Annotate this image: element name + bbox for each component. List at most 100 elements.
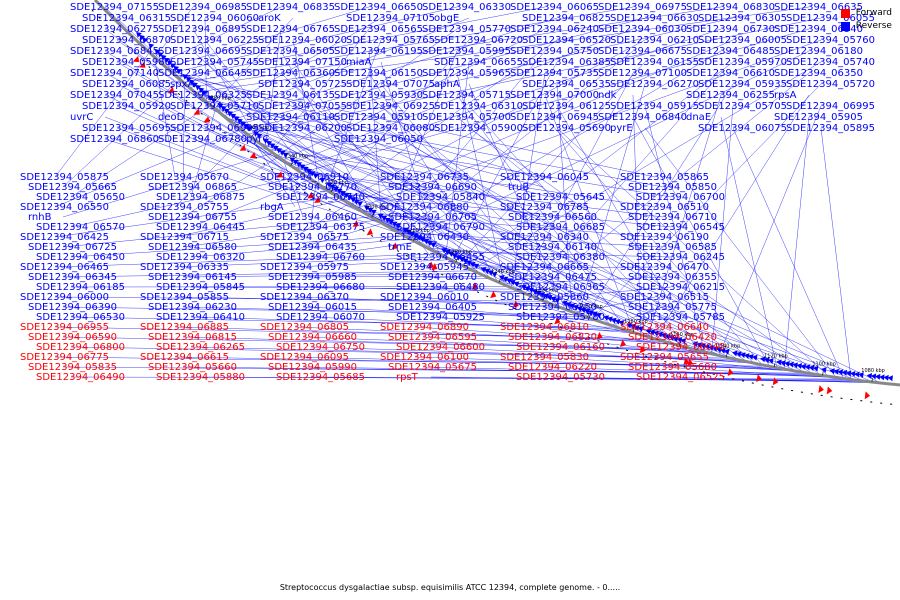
reverse-gene-arrow [224, 108, 230, 114]
reverse-gene-arrow [136, 31, 142, 38]
reverse-gene-arrow [160, 54, 167, 61]
gene-connector [169, 70, 536, 178]
reverse-gene-label: SDE12394_06225 [170, 35, 259, 46]
reverse-gene-arrow [618, 320, 625, 326]
gene-connector [182, 219, 377, 248]
reverse-gene-label: SDE12394_05995 [422, 46, 511, 57]
gene-connector [204, 17, 207, 102]
reverse-gene-label: SDE12394_06685 [516, 222, 605, 233]
reverse-gene-arrow [292, 159, 299, 166]
reverse-gene-label: SDE12394_05865 [620, 172, 709, 183]
reverse-gene-label: SDE12394_05650 [36, 192, 125, 203]
forward-gene-arrow [818, 385, 824, 394]
reverse-gene-arrow [736, 351, 742, 358]
reverse-gene-label: SDE12394_06865 [148, 182, 237, 193]
forward-gene-arrow [132, 55, 140, 63]
reverse-gene-label: SDE12394_05910 [334, 112, 423, 123]
reverse-gene-arrow [388, 219, 395, 226]
reverse-gene-arrow [309, 171, 316, 177]
scale-tick-mark [773, 363, 776, 368]
forward-gene-label: SDE12394_05880 [156, 372, 245, 383]
reverse-gene-arrow [784, 360, 790, 367]
reverse-gene-arrow [543, 293, 549, 300]
reverse-gene-arrow [513, 281, 520, 287]
reverse-gene-label: SDE12394_06050 [334, 134, 423, 145]
reverse-gene-arrow [163, 57, 170, 64]
gene-connector [380, 61, 440, 255]
reverse-gene-label: SDE12394_07100 [598, 68, 687, 79]
forward-gene-arrow [772, 377, 779, 386]
reverse-gene-arrow [217, 103, 224, 109]
reverse-gene-arrow [426, 240, 433, 247]
reverse-gene-label: uvrC [70, 112, 93, 123]
scale-tick-mark [542, 296, 545, 301]
gene-connector [62, 152, 274, 218]
gene-connector [550, 316, 642, 336]
reverse-gene-arrow [487, 270, 494, 276]
forward-gene-label: SDE12394_05685 [276, 372, 365, 383]
gene-connector [783, 116, 810, 370]
reverse-gene-arrow [535, 290, 542, 297]
scale-tick-mark [678, 341, 681, 346]
reverse-gene-arrow [792, 362, 798, 369]
reverse-gene-label: SDE12394_06410 [156, 312, 245, 323]
reverse-gene-arrow [346, 195, 353, 201]
forward-gene-label: SDE12394_05660 [148, 362, 237, 373]
reverse-gene-label: SDE12394_06995 [786, 101, 875, 112]
reverse-gene-label: rpsA [774, 90, 797, 101]
reverse-gene-label: SDE12394_05720 [786, 79, 875, 90]
reverse-gene-label: SDE12394_06045 [500, 172, 589, 183]
reverse-gene-label: SDE12394_06005 [698, 35, 787, 46]
reverse-gene-label: SDE12394_06305 [698, 13, 787, 24]
forward-gene-arrow [431, 263, 438, 271]
reverse-gene-label: SDE12394_05915 [610, 101, 699, 112]
reverse-gene-label: SDE12394_06690 [388, 182, 477, 193]
gene-connector [70, 235, 405, 258]
reverse-gene-arrow [243, 123, 250, 130]
reverse-gene-arrow [350, 197, 357, 203]
reverse-gene-label: SDE12394_06825 [522, 13, 611, 24]
gene-connector [310, 316, 630, 332]
gene-connector [190, 178, 311, 228]
forward-gene-arrow [307, 191, 314, 199]
reverse-gene-label: SDE12394_06665 [500, 262, 589, 273]
reverse-gene-label: deoD [158, 112, 185, 123]
gene-connector [283, 160, 304, 218]
reverse-gene-arrow [448, 251, 455, 257]
reverse-gene-arrow [502, 276, 509, 283]
forward-gene-arrow [471, 282, 478, 290]
gene-connector [54, 129, 242, 208]
gene-connector [292, 83, 552, 305]
reverse-gene-label: SDE12394_05705 [698, 101, 787, 112]
gene-connector [544, 94, 635, 333]
forward-gene-label: SDE12394_06750 [276, 342, 365, 353]
reverse-gene-arrow [724, 348, 730, 355]
reverse-gene-label: SDE12394_06340 [500, 232, 589, 243]
reverse-gene-arrow [708, 345, 714, 351]
reverse-gene-arrow [524, 285, 531, 292]
reverse-gene-arrow [182, 74, 189, 80]
gene-connector [174, 256, 445, 268]
reverse-gene-label: SDE12394_05745 [170, 57, 259, 68]
gene-connector [433, 250, 672, 258]
reverse-gene-arrow [377, 213, 384, 220]
reverse-gene-arrow [296, 162, 303, 168]
gene-connector [189, 6, 722, 88]
gene-connector [556, 127, 829, 377]
gene-connector [54, 326, 655, 339]
reverse-gene-label: SDE12394_06210 [610, 35, 699, 46]
legend-reverse: Reverse [840, 21, 892, 31]
reverse-gene-arrow [657, 331, 663, 338]
reverse-gene-arrow [142, 37, 148, 44]
reverse-gene-label: SDE12394_06000 [20, 292, 109, 303]
reverse-gene-label: trmE [388, 242, 412, 253]
reverse-gene-label: SDE12394_06030 [598, 24, 687, 35]
scale-tick-label: 1200 kbp [579, 304, 603, 310]
gene-connector [310, 182, 317, 228]
reverse-gene-arrow [696, 342, 702, 349]
scale-tick-label: 1080 kbp [861, 368, 885, 374]
reverse-gene-label: SDE12394_06515 [620, 292, 709, 303]
gene-connector [295, 28, 722, 169]
reverse-gene-arrow [157, 51, 164, 58]
reverse-gene-label: SDE12394_06765 [246, 24, 335, 35]
